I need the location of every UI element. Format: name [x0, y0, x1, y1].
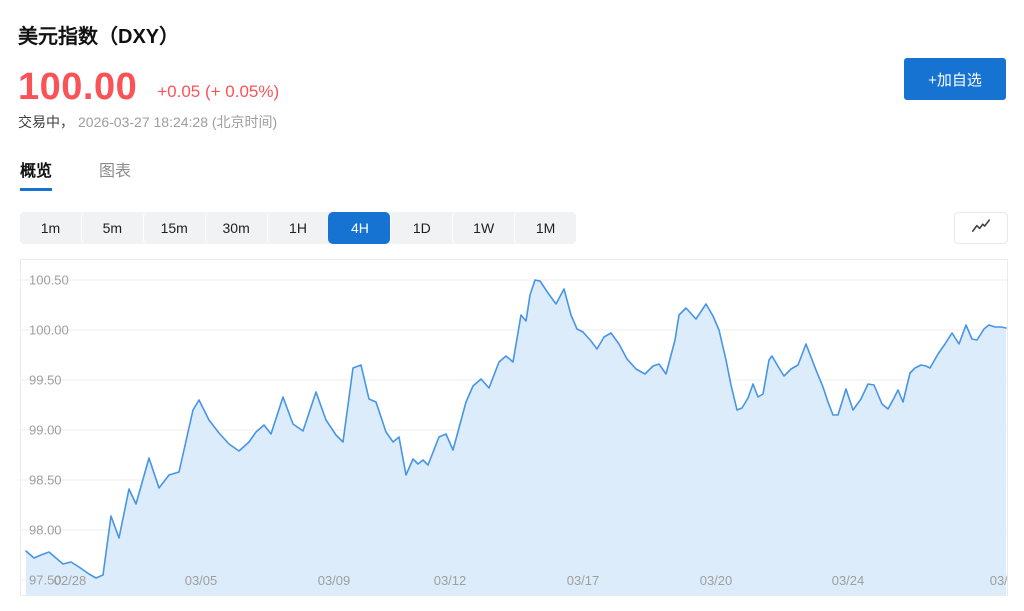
- tabs: 概览 图表: [20, 162, 1024, 191]
- y-tick-label: 99.50: [29, 373, 62, 388]
- chart-type-button[interactable]: [954, 212, 1008, 244]
- y-tick-label: 100.50: [29, 273, 69, 288]
- timeframe-5m[interactable]: 5m: [80, 212, 143, 244]
- tab-overview[interactable]: 概览: [20, 162, 53, 191]
- y-tick-label: 98.00: [29, 523, 62, 538]
- timeframe-15m[interactable]: 15m: [142, 212, 205, 244]
- chart-panel: 100.50 100.00 99.50 99.00 98.50 98.00 97.50 02/…: [20, 259, 1008, 596]
- price-line: [25, 279, 1007, 579]
- x-tick-label: 03/05: [185, 573, 218, 588]
- page-title: 美元指数（DXY）: [18, 26, 180, 48]
- y-tick-label: 98.50: [29, 473, 62, 488]
- chart-toolbar: 1m 5m 15m 30m 1H 4H 1D 1W 1M: [20, 212, 1008, 244]
- timeframe-1d[interactable]: 1D: [390, 212, 452, 244]
- x-tick-label: 02/28: [54, 573, 87, 588]
- quote-header: 美元指数（DXY） 100.00 +0.05 (+ 0.05%) 交易中， 202…: [0, 0, 1024, 132]
- x-tick-label: 03/28: [990, 573, 1007, 588]
- x-tick-label: 03/09: [318, 573, 351, 588]
- y-tick-label: 97.50: [29, 573, 62, 588]
- quote-timestamp: 2026-03-27 18:24:28 (北京时间): [78, 114, 278, 130]
- y-tick-label: 99.00: [29, 423, 62, 438]
- x-tick-label: 03/17: [567, 573, 600, 588]
- timeframe-bar: 1m 5m 15m 30m 1H 4H 1D 1W 1M: [20, 212, 576, 244]
- trading-status: 交易中，: [18, 114, 74, 130]
- area-fill: [26, 280, 1006, 595]
- y-tick-label: 100.00: [29, 323, 69, 338]
- dxy-area-chart[interactable]: 100.50 100.00 99.50 99.00 98.50 98.00 97.5002/…: [21, 260, 1007, 595]
- timeframe-1m[interactable]: 1M: [514, 212, 576, 244]
- price-value: 100.00: [18, 66, 138, 108]
- x-tick-label: 03/24: [832, 573, 865, 588]
- line-chart-icon: [970, 216, 992, 241]
- add-watchlist-button[interactable]: +加自选: [904, 58, 1006, 100]
- price-change: +0.05 (+ 0.05%): [157, 82, 280, 101]
- status-row: 交易中， 2026-03-27 18:24:28 (北京时间): [18, 112, 1006, 132]
- timeframe-1h[interactable]: 1H: [266, 212, 329, 244]
- x-tick-label: 03/12: [434, 573, 467, 588]
- timeframe-4h[interactable]: 4H: [328, 212, 391, 244]
- timeframe-1m[interactable]: 1m: [40, 220, 61, 236]
- tab-chart[interactable]: 图表: [99, 163, 132, 180]
- price-row: 100.00 +0.05 (+ 0.05%): [18, 63, 1006, 107]
- timeframe-1w[interactable]: 1W: [452, 212, 514, 244]
- timeframe-30m[interactable]: 30m: [204, 212, 267, 244]
- x-tick-label: 03/20: [700, 573, 733, 588]
